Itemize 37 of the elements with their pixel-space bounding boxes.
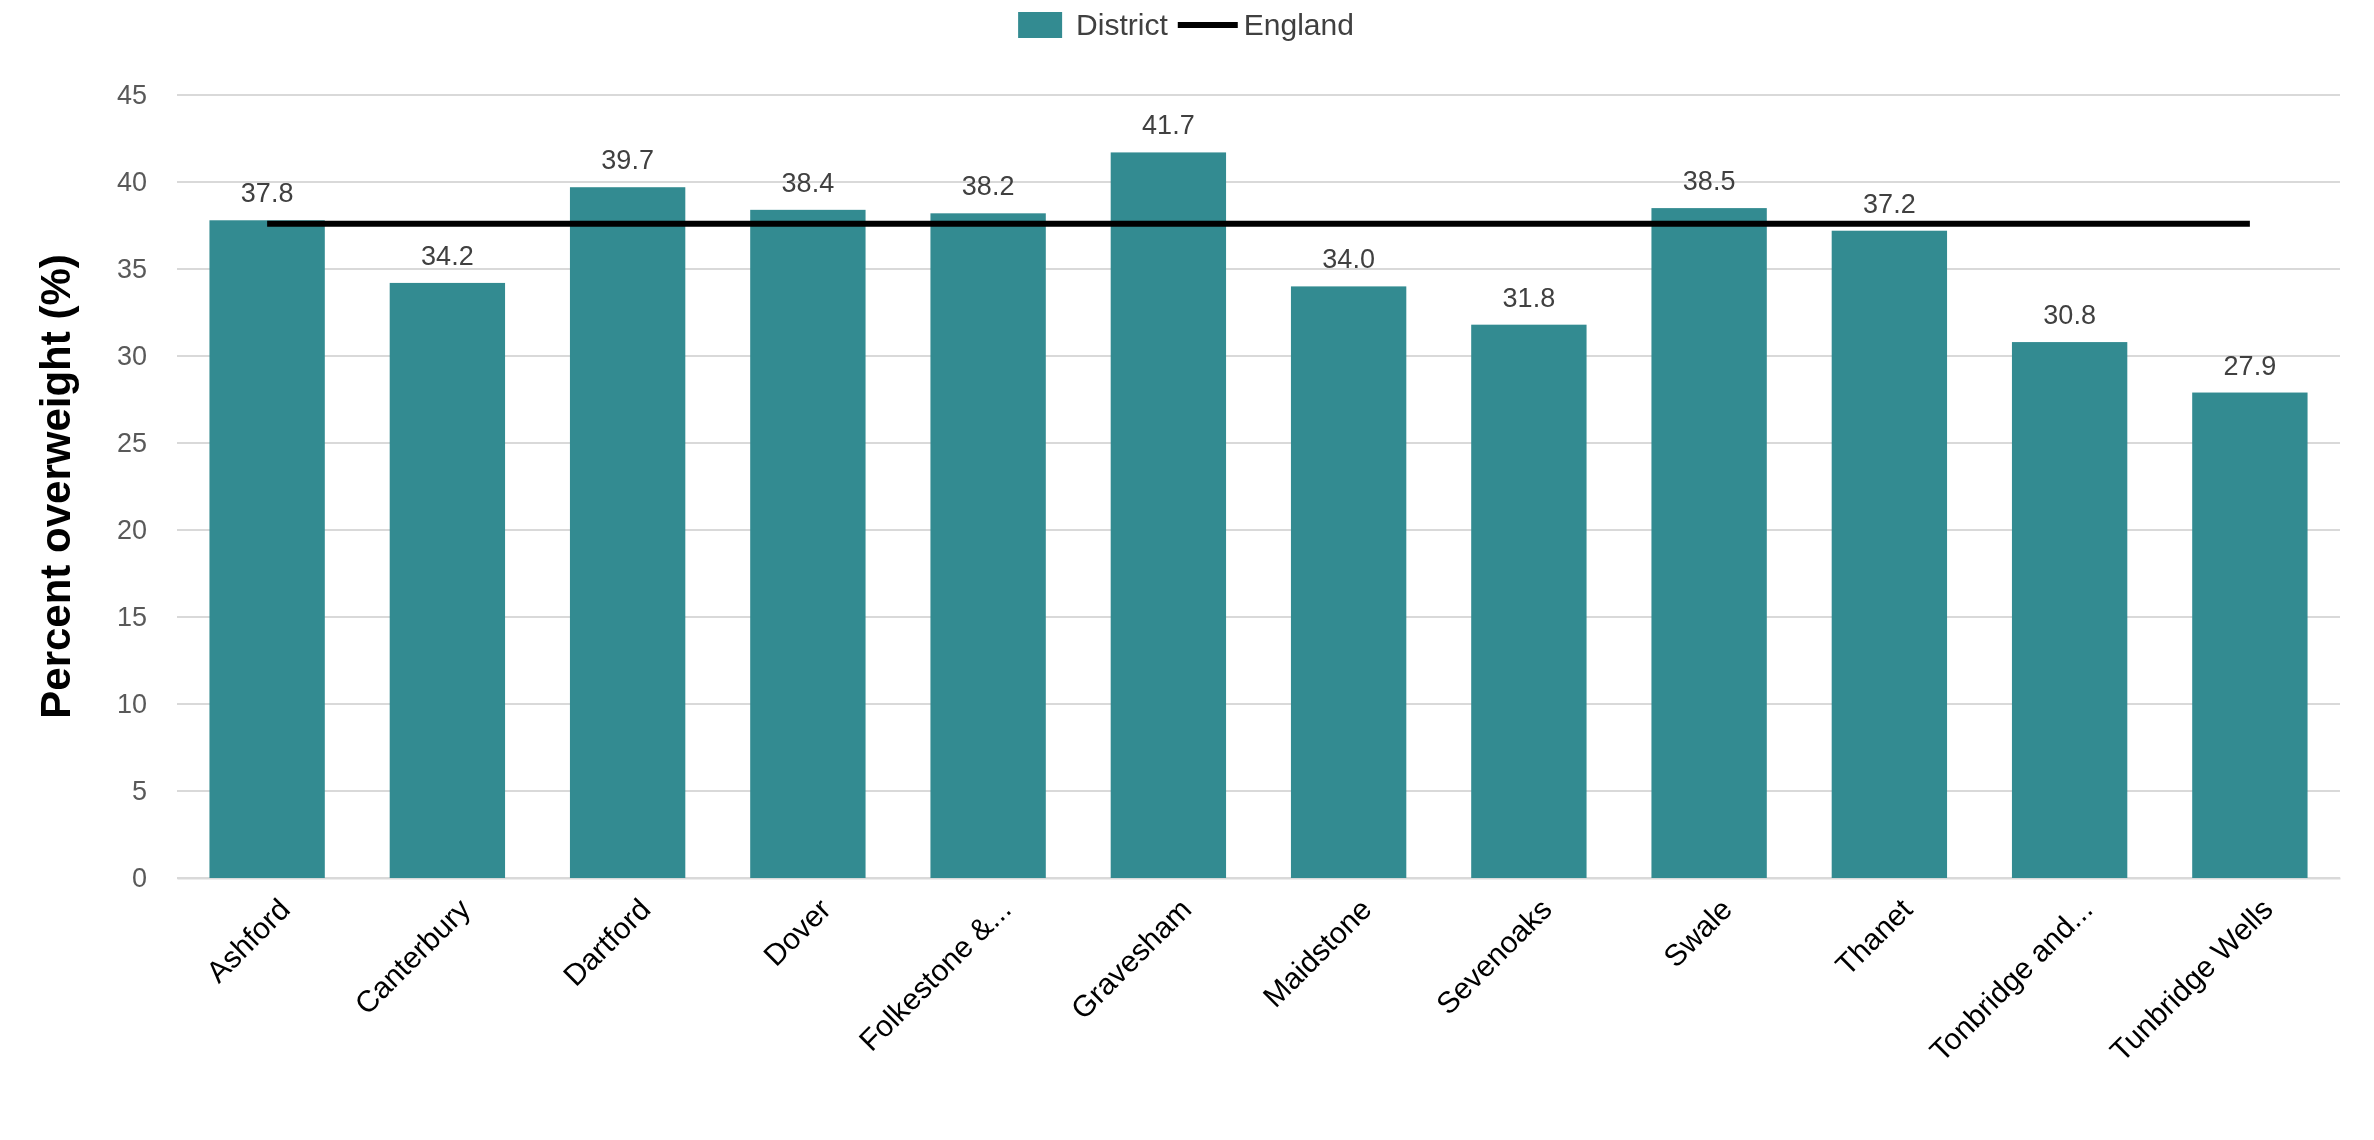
bar — [1651, 208, 1767, 878]
data-label: 39.7 — [601, 145, 654, 176]
data-label: 30.8 — [2043, 300, 2096, 331]
y-tick-label: 0 — [131, 863, 147, 894]
data-label: 38.2 — [961, 171, 1015, 202]
data-label: 41.7 — [1142, 110, 1195, 141]
y-tick-label: 20 — [116, 515, 147, 546]
y-axis-title: Percent overweight (%) — [32, 254, 79, 719]
bar — [1290, 286, 1407, 878]
bar — [1471, 324, 1587, 878]
data-label: 37.2 — [1863, 188, 1916, 219]
bar — [569, 187, 686, 878]
data-label: 31.8 — [1502, 282, 1556, 313]
bar — [930, 213, 1046, 878]
bar — [389, 282, 506, 878]
data-label: 34.0 — [1322, 244, 1375, 275]
y-tick-label: 40 — [116, 167, 147, 198]
data-label: 38.4 — [781, 167, 835, 198]
bar — [750, 209, 866, 878]
y-tick-label: 15 — [116, 602, 147, 633]
bar — [1110, 152, 1227, 878]
bar — [2192, 392, 2308, 878]
legend-label: District — [1076, 8, 1169, 41]
y-tick-label: 30 — [116, 341, 147, 372]
bar — [209, 220, 325, 878]
y-tick-label: 45 — [116, 80, 147, 111]
bar — [1831, 230, 1948, 878]
data-label: 37.8 — [240, 178, 294, 209]
data-label: 34.2 — [421, 240, 474, 271]
data-label: 27.9 — [2223, 350, 2277, 381]
legend-label: England — [1243, 8, 1354, 41]
bar — [2011, 342, 2128, 878]
y-tick-label: 25 — [116, 428, 147, 459]
y-tick-label: 5 — [131, 776, 147, 807]
data-label: 38.5 — [1682, 166, 1736, 197]
y-tick-label: 10 — [116, 689, 147, 720]
y-tick-label: 35 — [116, 254, 147, 285]
